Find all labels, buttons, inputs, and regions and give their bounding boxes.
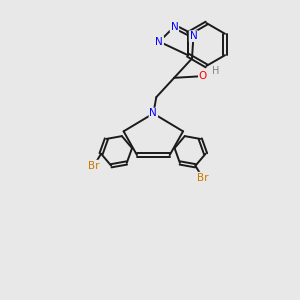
Text: O: O: [199, 71, 207, 81]
Text: H: H: [212, 66, 219, 76]
Text: N: N: [149, 109, 157, 118]
Text: N: N: [170, 22, 178, 32]
Text: N: N: [190, 31, 197, 41]
Text: Br: Br: [197, 173, 208, 183]
Text: Br: Br: [88, 160, 99, 171]
Text: N: N: [155, 37, 163, 46]
